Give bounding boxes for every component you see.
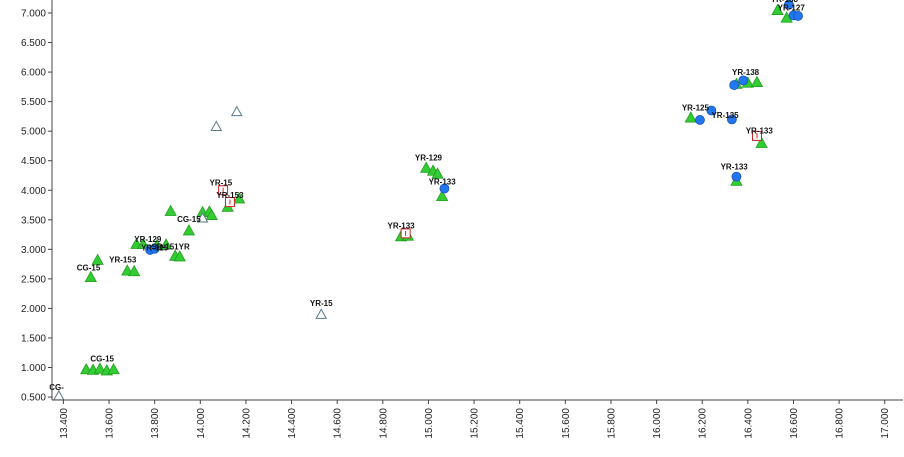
- point-triangle-filled-28: [684, 111, 697, 123]
- y-tick-label-6: 3.500: [21, 215, 46, 226]
- y-tick-label-7: 4.000: [21, 186, 46, 197]
- point-label-1: CG-15: [177, 215, 201, 224]
- point-triangle-filled-26: [431, 167, 444, 179]
- y-tick-label-10: 5.500: [21, 97, 46, 108]
- x-tick-label-17: 16.800: [835, 408, 846, 439]
- x-tick-label-14: 16.200: [698, 408, 709, 439]
- point-triangle-filled-4: [107, 362, 120, 375]
- point-label-16: YR-133: [429, 177, 457, 186]
- x-tick-label-6: 14.600: [333, 408, 344, 439]
- point-triangle-filled-12: [159, 238, 173, 250]
- point-circle-filled-8: [731, 171, 742, 182]
- point-label-0: CG-15: [77, 264, 101, 273]
- y-tick-label-1: 1.000: [21, 363, 46, 374]
- point-circle-filled-4: [706, 105, 717, 116]
- point-triangle-filled-10: [137, 237, 150, 249]
- point-triangle-filled-2: [93, 362, 107, 374]
- y-tick-label-11: 6.000: [21, 68, 46, 79]
- axes-layer: 0.500 1.000 1.500 2.000 2.500 3.000 3.500 4.000…: [21, 0, 903, 439]
- point-label-15: YR-129: [415, 154, 443, 163]
- point-circle-filled-6: [729, 80, 740, 90]
- point-label-17: CG-15: [90, 355, 114, 364]
- point-label-2: YR-153: [216, 191, 244, 200]
- x-tick-label-10: 15.400: [515, 408, 526, 439]
- y-tick-label-5: 3.000: [21, 245, 46, 256]
- x-tick-label-9: 15.200: [470, 408, 481, 439]
- y-tick-label-13: 7.000: [21, 8, 46, 19]
- x-tick-label-0: 13.400: [59, 408, 70, 439]
- point-triangle-open-3: [315, 308, 328, 319]
- annotation-layer: CG-15CG-15YR-153YR-153YR-129YR-125SR-151…: [49, 0, 805, 392]
- y-tick-label-2: 1.500: [21, 333, 46, 344]
- point-label-9: YR-135: [711, 111, 739, 120]
- x-tick-label-8: 15.000: [424, 408, 435, 439]
- x-tick-label-18: 17.000: [880, 408, 891, 439]
- point-triangle-filled-33: [755, 136, 768, 148]
- point-circle-filled-3: [695, 115, 705, 125]
- point-triangle-open-2: [230, 105, 243, 117]
- x-tick-label-11: 15.600: [561, 408, 572, 439]
- point-label-10: YR-133: [746, 127, 774, 136]
- y-tick-label-3: 2.000: [21, 304, 46, 315]
- x-tick-label-16: 16.600: [789, 408, 800, 439]
- x-tick-label-13: 16.000: [652, 408, 663, 439]
- point-label-14: YR-127: [778, 4, 806, 13]
- point-circle-filled-11: [793, 11, 803, 21]
- point-label-6: SR-151YR: [152, 242, 190, 251]
- point-label-11: YR-133: [721, 163, 749, 172]
- x-tick-label-4: 14.200: [241, 408, 252, 439]
- point-triangle-filled-8: [127, 264, 141, 277]
- y-tick-label-4: 2.500: [21, 274, 46, 285]
- point-circle-filled-2: [439, 183, 450, 194]
- x-tick-label-1: 13.600: [105, 408, 116, 439]
- point-label-19: YR-15: [209, 179, 232, 188]
- point-triangle-filled-6: [91, 253, 104, 265]
- x-tick-label-3: 14.000: [196, 408, 207, 439]
- x-tick-label-12: 15.800: [606, 408, 617, 439]
- point-triangle-filled-21: [232, 192, 246, 204]
- point-label-7: YR-133: [388, 222, 416, 231]
- point-label-4: YR-129: [134, 235, 162, 244]
- point-circle-filled-7: [738, 75, 749, 86]
- point-triangle-filled-5: [84, 270, 97, 283]
- point-triangle-filled-34: [771, 3, 784, 15]
- x-tick-label-7: 14.800: [378, 408, 389, 439]
- y-tick-label-9: 5.000: [21, 127, 46, 138]
- y-tick-label-12: 6.500: [21, 38, 46, 49]
- point-label-3: YR-153: [109, 255, 137, 264]
- point-triangle-filled-13: [164, 204, 177, 216]
- point-label-8: YR-125: [682, 103, 710, 112]
- point-triangle-filled-19: [205, 208, 218, 220]
- point-triangle-filled-15: [173, 250, 186, 262]
- point-triangle-filled-24: [419, 161, 433, 173]
- x-tick-label-5: 14.400: [287, 408, 298, 439]
- point-triangle-filled-31: [750, 75, 764, 88]
- x-tick-label-15: 16.400: [743, 408, 754, 439]
- point-triangle-open-0: [52, 389, 65, 401]
- y-tick-label-8: 4.500: [21, 156, 46, 167]
- point-label-12: YR-138: [732, 68, 760, 77]
- point-triangle-open-4: [196, 211, 209, 223]
- point-circle-filled-1: [149, 243, 160, 254]
- point-triangle-open-1: [210, 120, 223, 131]
- point-triangle-filled-27: [435, 189, 449, 202]
- y-tick-label-0: 0.500: [21, 393, 46, 404]
- point-triangle-filled-16: [182, 224, 196, 236]
- x-tick-label-2: 13.800: [150, 408, 161, 439]
- point-label-13: YR-138: [771, 0, 799, 4]
- point-label-5: YR-125: [141, 244, 169, 253]
- point-circle-filled-5: [726, 114, 737, 125]
- marks-layer: [52, 0, 803, 401]
- point-label-18: CG-: [49, 383, 64, 392]
- point-label-20: YR-15: [310, 299, 333, 308]
- point-circle-filled-9: [784, 0, 794, 10]
